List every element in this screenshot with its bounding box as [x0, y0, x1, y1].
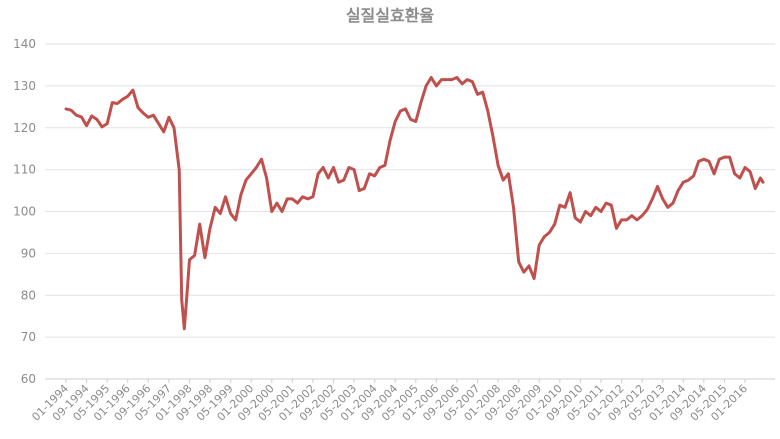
y-tick-label: 130: [13, 79, 36, 93]
y-tick-label: 90: [21, 246, 36, 260]
y-tick-label: 110: [13, 163, 36, 177]
y-tick-label: 70: [21, 330, 36, 344]
y-tick-label: 140: [13, 37, 36, 51]
y-tick-label: 120: [13, 121, 36, 135]
y-axis-ticks: 60 70 80 90 100 110 120 130 140: [13, 37, 36, 386]
y-tick-label: 80: [21, 288, 36, 302]
chart-title: 실질실효환율: [346, 6, 435, 25]
x-axis-ticks: 01-199409-199405-199501-199609-199605-19…: [29, 379, 750, 424]
series-line: [64, 76, 765, 331]
series-layer: [64, 76, 765, 331]
y-tick-label: 60: [21, 372, 36, 386]
y-tick-label: 100: [13, 205, 36, 219]
gridlines: [45, 43, 775, 380]
